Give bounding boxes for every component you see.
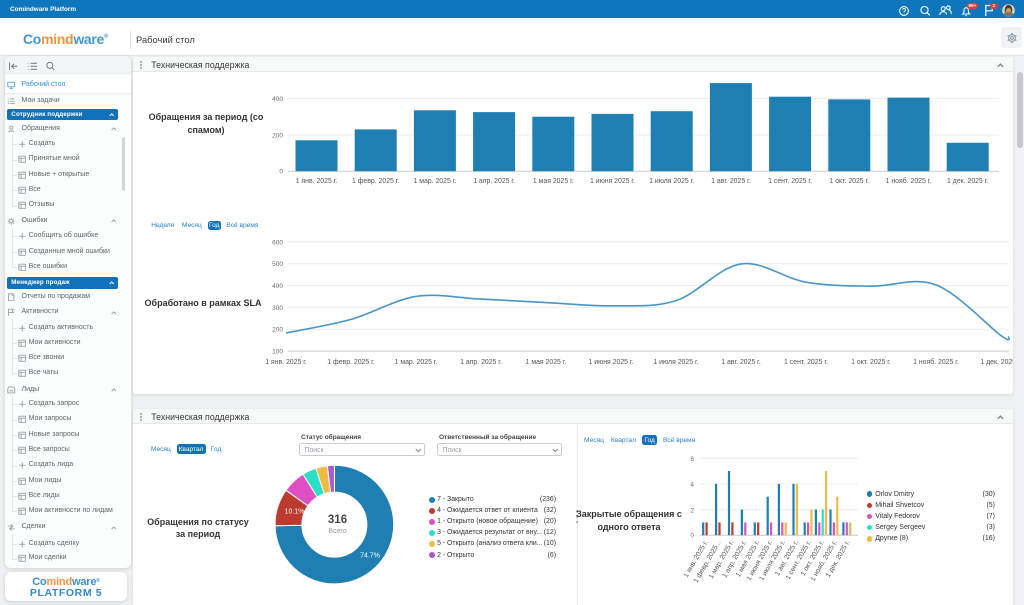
svg-text:500: 500 <box>272 261 283 268</box>
svg-text:200: 200 <box>272 133 283 140</box>
svg-text:1 сент. 2025 г.: 1 сент. 2025 г. <box>784 359 828 366</box>
svg-text:600: 600 <box>272 239 283 246</box>
svg-text:1 апр. 2025 г.: 1 апр. 2025 г. <box>460 359 502 366</box>
svg-text:6: 6 <box>690 456 694 463</box>
svg-text:1 авг. 2025 г.: 1 авг. 2025 г. <box>711 178 751 185</box>
svg-text:1 июля 2025 г.: 1 июля 2025 г. <box>653 359 698 366</box>
svg-text:1 нояб. 2025 г.: 1 нояб. 2025 г. <box>886 177 932 185</box>
svg-text:1 дек. 2025 г.: 1 дек. 2025 г. <box>947 178 988 185</box>
svg-text:1 мая 2025 г.: 1 мая 2025 г. <box>526 359 567 366</box>
svg-text:4: 4 <box>690 482 694 489</box>
svg-text:0: 0 <box>690 533 694 540</box>
svg-text:1 янв. 2025 г.: 1 янв. 2025 г. <box>265 359 307 366</box>
svg-text:300: 300 <box>272 305 283 312</box>
svg-text:74.7%: 74.7% <box>360 553 380 560</box>
svg-text:1 окт. 2025 г.: 1 окт. 2025 г. <box>829 178 869 185</box>
svg-text:1 апр. 2025 г.: 1 апр. 2025 г. <box>473 178 515 185</box>
svg-text:1 июня 2025 г.: 1 июня 2025 г. <box>590 178 635 185</box>
svg-text:400: 400 <box>272 283 283 290</box>
svg-text:10.1%: 10.1% <box>285 509 305 516</box>
svg-text:200: 200 <box>272 327 283 334</box>
svg-text:1 дек. 2025 г.: 1 дек. 2025 г. <box>980 359 1013 366</box>
svg-text:1 февр. 2025 г.: 1 февр. 2025 г. <box>352 178 399 185</box>
svg-text:1 февр. 2025 г.: 1 февр. 2025 г. <box>327 359 374 366</box>
svg-text:400: 400 <box>272 96 283 103</box>
svg-text:1 янв. 2025 г.: 1 янв. 2025 г. <box>296 178 338 185</box>
svg-text:1 июня 2025 г.: 1 июня 2025 г. <box>588 359 633 366</box>
svg-text:1 авг. 2025 г.: 1 авг. 2025 г. <box>721 359 761 366</box>
svg-text:1 мар. 2025 г.: 1 мар. 2025 г. <box>413 178 456 185</box>
svg-text:1 мар. 2025 г.: 1 мар. 2025 г. <box>395 359 438 366</box>
svg-text:1 мая 2025 г.: 1 мая 2025 г. <box>533 178 574 185</box>
svg-text:0: 0 <box>279 169 283 176</box>
svg-text:1 нояб. 2025 г.: 1 нояб. 2025 г. <box>913 358 959 366</box>
svg-text:1 окт. 2025 г.: 1 окт. 2025 г. <box>851 359 891 366</box>
svg-text:1 сент. 2025 г.: 1 сент. 2025 г. <box>768 178 812 185</box>
svg-text:1 июля 2025 г.: 1 июля 2025 г. <box>649 178 694 185</box>
svg-text:100: 100 <box>272 349 283 356</box>
svg-text:2: 2 <box>690 507 694 514</box>
